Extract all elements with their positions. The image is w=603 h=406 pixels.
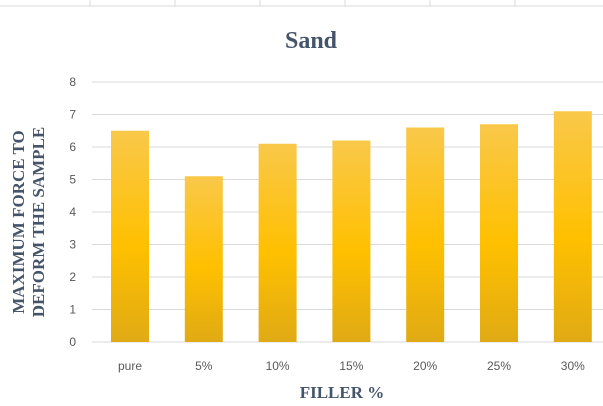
y-axis-title-line-2: DEFORM THE SAMPLE [29,127,48,317]
x-tick-label: 10% [266,359,290,373]
bar-20pct [406,127,445,342]
bar-25pct [480,124,518,342]
y-tick-label: 0 [69,335,76,349]
x-tick-label: 20% [413,359,437,373]
x-axis-title: FILLER % [300,383,385,402]
y-axis-title-line-1: MAXIMUM FORCE TO [9,130,28,314]
y-tick-label: 4 [69,205,76,219]
y-tick-label: 2 [69,270,76,284]
x-tick-labels: pure 5% 10% 15% 20% 25% 30% [118,359,585,373]
bar-30pct [553,111,592,342]
y-tick-label: 6 [69,140,76,154]
y-tick-label: 7 [69,108,76,122]
bar-10pct [258,143,297,342]
bar-5pct [184,176,223,342]
y-axis-title: MAXIMUM FORCE TO DEFORM THE SAMPLE [9,127,48,317]
x-tick-label: 25% [487,359,511,373]
top-divider [0,0,603,7]
x-tick-label: 30% [561,359,585,373]
chart-title: Sand [285,28,338,54]
bars [111,111,592,342]
x-tick-label: 5% [195,359,213,373]
y-tick-label: 3 [69,238,76,252]
y-tick-label: 1 [69,303,76,317]
bar-pure [111,130,149,342]
y-tick-label: 8 [69,75,76,89]
bar-15pct [332,140,371,342]
x-tick-label: pure [118,359,142,373]
x-tick-label: 15% [339,359,363,373]
y-tick-labels: 0 1 2 3 4 5 6 7 8 [69,75,76,349]
y-tick-label: 5 [69,173,76,187]
